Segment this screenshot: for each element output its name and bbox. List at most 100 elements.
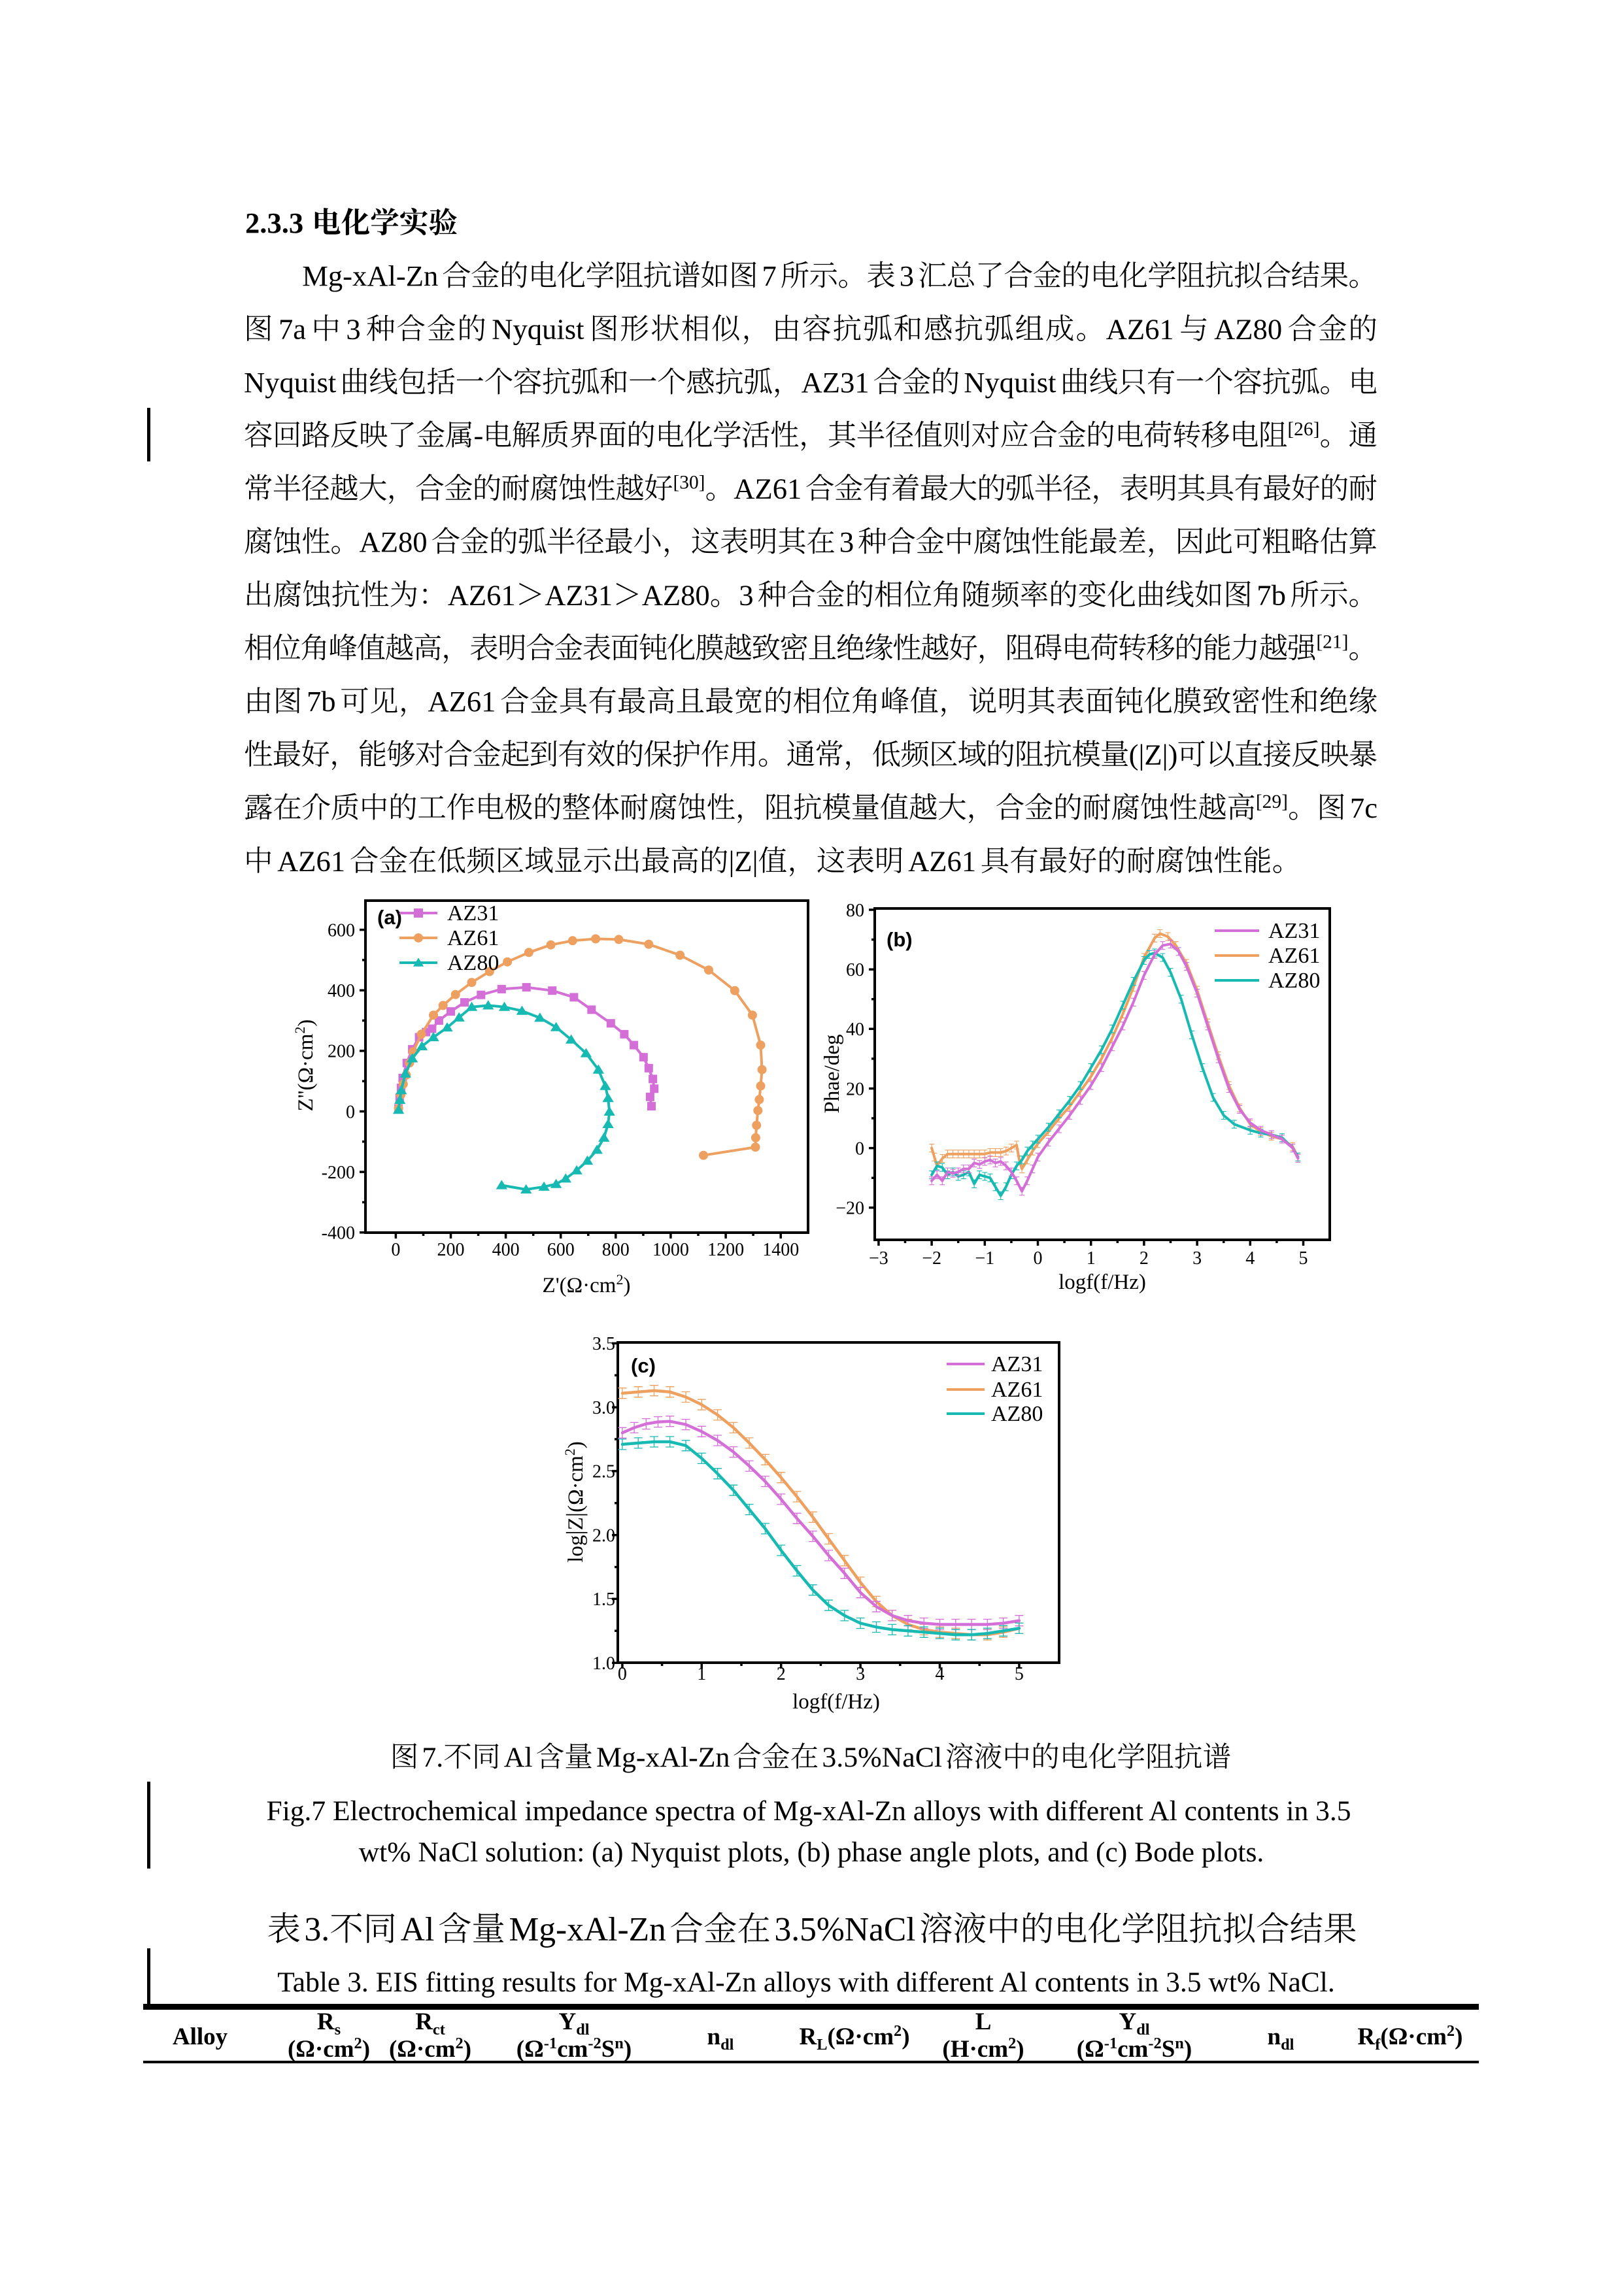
svg-text:1.0: 1.0 (592, 1654, 615, 1674)
svg-text:7a: 7a (279, 312, 306, 345)
svg-text:cm: cm (977, 2036, 1008, 2063)
svg-text:Ω: Ω (1389, 2023, 1408, 2050)
svg-text:7b: 7b (307, 685, 336, 718)
svg-text:AZ31: AZ31 (802, 366, 870, 399)
svg-text:40: 40 (846, 1020, 864, 1040)
svg-text:dl: dl (1136, 2021, 1150, 2038)
svg-text:n: n (615, 2035, 624, 2052)
svg-text:1: 1 (1087, 1248, 1096, 1269)
svg-text:3: 3 (839, 525, 854, 558)
svg-text:Y: Y (559, 2008, 577, 2035)
svg-text:-2: -2 (588, 2035, 601, 2052)
svg-text:0: 0 (855, 1139, 864, 1159)
svg-text:-200: -200 (322, 1163, 355, 1183)
svg-text:Ω: Ω (296, 2036, 315, 2063)
svg-text:1.5: 1.5 (592, 1589, 615, 1610)
svg-text:AZ80: AZ80 (1268, 969, 1320, 993)
svg-text:2: 2 (354, 2035, 362, 2052)
svg-text:0: 0 (1034, 1248, 1043, 1269)
svg-text:AZ31: AZ31 (545, 578, 613, 611)
svg-text:L: L (975, 2008, 992, 2035)
svg-text:Phae/deg: Phae/deg (820, 1035, 844, 1114)
svg-text:Ω: Ω (836, 2023, 855, 2050)
svg-text:200: 200 (437, 1240, 465, 1260)
svg-text:[26]: [26] (1287, 419, 1319, 440)
svg-text:2: 2 (456, 2035, 464, 2052)
svg-text:): ) (624, 2036, 632, 2063)
svg-text:(: ( (942, 2036, 950, 2063)
svg-text:(c): (c) (631, 1354, 656, 1377)
svg-text:AZ61: AZ61 (448, 578, 516, 611)
svg-text:H: H (951, 2036, 970, 2063)
svg-text:800: 800 (602, 1240, 630, 1260)
svg-text:7.: 7. (422, 1742, 443, 1773)
svg-text:): ) (1184, 2036, 1192, 2063)
svg-text:Ω: Ω (397, 2036, 416, 2063)
svg-text:2.5: 2.5 (592, 1462, 615, 1482)
svg-text:AZ80: AZ80 (991, 1402, 1043, 1426)
svg-text:5: 5 (1015, 1664, 1024, 1684)
svg-text:): ) (1455, 2023, 1462, 2050)
svg-text:f: f (1375, 2036, 1381, 2054)
svg-text:cm: cm (863, 2023, 894, 2050)
svg-text:Nyquist: Nyquist (492, 312, 584, 345)
svg-text:Z'(Ω·cm2): Z'(Ω·cm2) (543, 1271, 631, 1297)
svg-text:·: · (416, 2036, 424, 2063)
svg-text:dl: dl (1281, 2036, 1294, 2054)
svg-text:2.3.3: 2.3.3 (245, 207, 303, 239)
svg-text:4: 4 (1245, 1248, 1255, 1269)
svg-text:2: 2 (1008, 2035, 1016, 2052)
svg-text:|Z|: |Z| (729, 844, 758, 877)
svg-text:AZ61: AZ61 (428, 685, 496, 718)
svg-text:0: 0 (618, 1664, 627, 1684)
svg-text:dl: dl (576, 2021, 590, 2038)
svg-text:0: 0 (391, 1240, 400, 1260)
svg-text:R: R (800, 2023, 818, 2050)
svg-text:−3: −3 (869, 1248, 888, 1269)
svg-text:n: n (1175, 2035, 1184, 2052)
svg-text:60: 60 (846, 960, 864, 980)
svg-text:Al: Al (401, 1911, 435, 1948)
svg-text:R: R (1358, 2023, 1376, 2050)
svg-text:·: · (854, 2023, 862, 2050)
svg-text:(a): (a) (377, 906, 402, 929)
svg-text:n: n (1268, 2023, 1281, 2050)
svg-text:s: s (335, 2021, 341, 2038)
svg-text:wt% NaCl solution: (a) Nyquist: wt% NaCl solution: (a) Nyquist plots, (b… (359, 1837, 1264, 1868)
svg-text:Ω: Ω (524, 2036, 544, 2063)
svg-text:(: ( (828, 2023, 836, 2050)
svg-text:5: 5 (1299, 1248, 1308, 1269)
svg-text:Nyquist: Nyquist (964, 366, 1056, 399)
svg-text:1000: 1000 (652, 1240, 689, 1260)
svg-text:400: 400 (328, 981, 355, 1001)
svg-text:3: 3 (739, 578, 753, 611)
svg-text:−1: −1 (975, 1248, 994, 1269)
svg-text:cm: cm (424, 2036, 455, 2063)
svg-text:-: - (474, 419, 484, 452)
svg-text:3: 3 (856, 1664, 865, 1684)
svg-text:·: · (1408, 2023, 1415, 2050)
svg-text:Mg-xAl-Zn: Mg-xAl-Zn (509, 1911, 666, 1948)
svg-text:3: 3 (346, 312, 360, 345)
svg-text:3.5: 3.5 (592, 1334, 615, 1354)
svg-text:Nyquist: Nyquist (244, 366, 337, 399)
svg-text:Alloy: Alloy (173, 2023, 228, 2050)
svg-text:(: ( (288, 2036, 296, 2063)
svg-text:AZ80: AZ80 (642, 578, 710, 611)
svg-text:Al: Al (504, 1742, 533, 1773)
svg-text:AZ31: AZ31 (991, 1352, 1043, 1376)
svg-text:(: ( (516, 2036, 524, 2063)
svg-text:3.: 3. (305, 1911, 330, 1948)
svg-text:[29]: [29] (1256, 791, 1288, 812)
svg-text:600: 600 (547, 1240, 575, 1260)
svg-text:cm: cm (323, 2036, 354, 2063)
svg-text:-400: -400 (322, 1223, 355, 1244)
svg-text:400: 400 (492, 1240, 520, 1260)
svg-text:R: R (317, 2008, 335, 2035)
svg-text:−2: −2 (922, 1248, 941, 1269)
svg-text:logf(f/Hz): logf(f/Hz) (792, 1690, 880, 1714)
svg-text:Fig.7 Electrochemical impedanc: Fig.7 Electrochemical impedance spectra … (267, 1795, 1351, 1827)
svg-text:−20: −20 (836, 1199, 864, 1219)
svg-text:AZ61: AZ61 (908, 844, 976, 877)
svg-text:cm: cm (557, 2036, 588, 2063)
